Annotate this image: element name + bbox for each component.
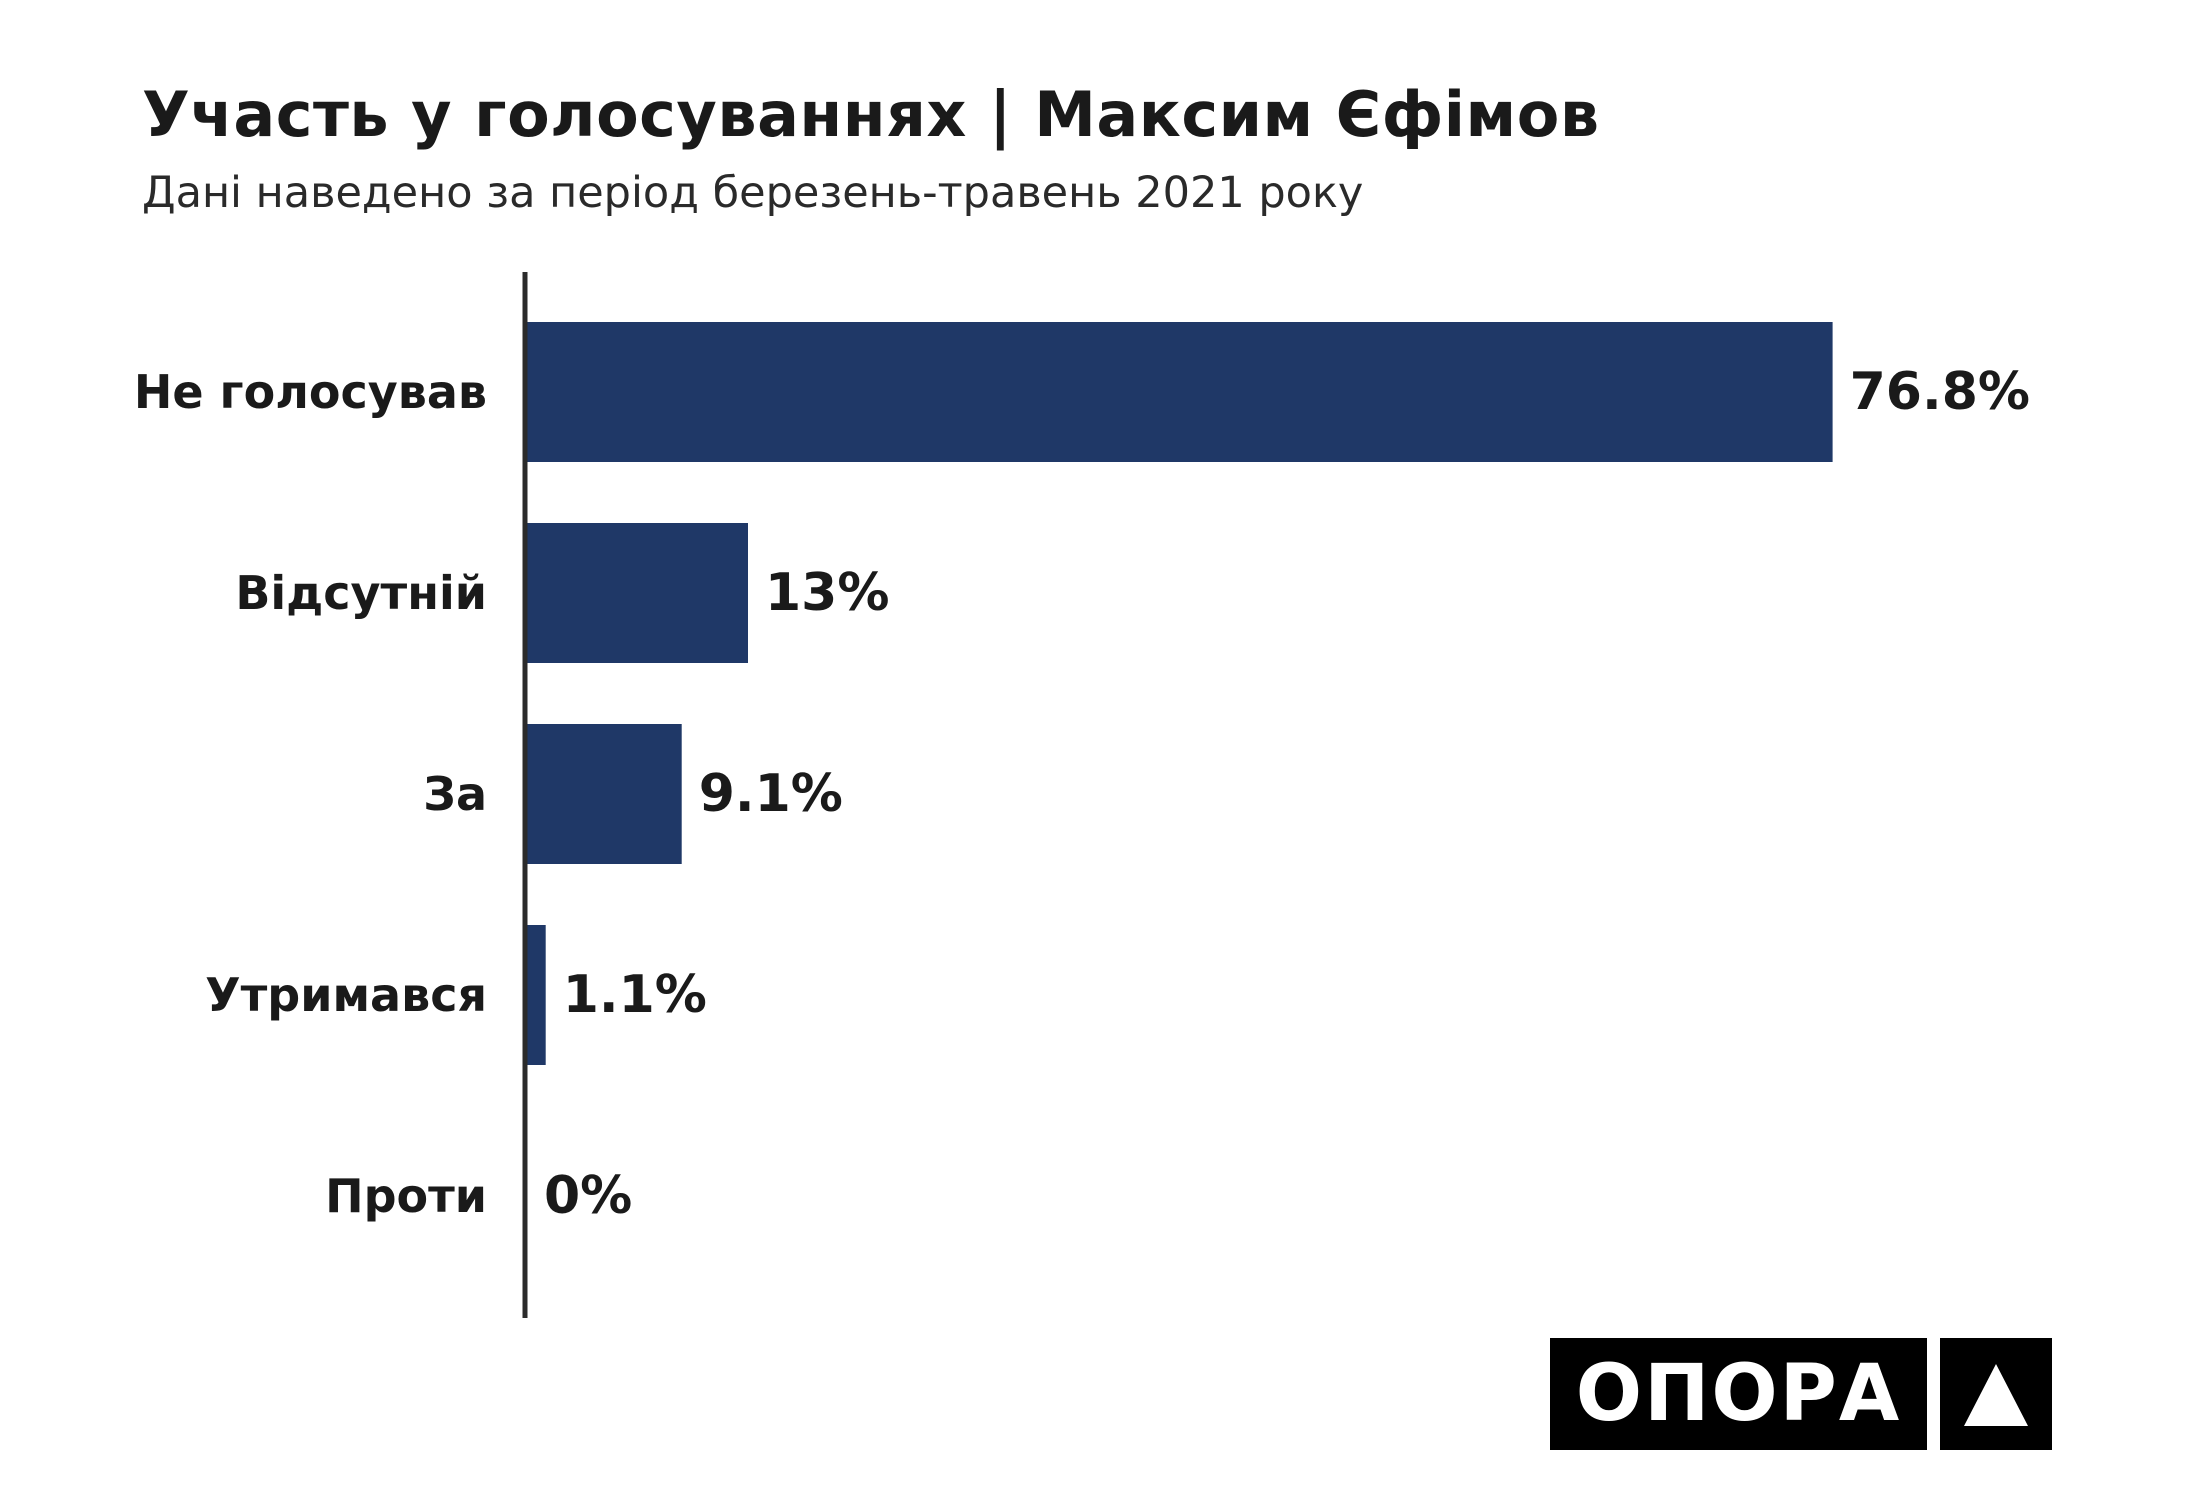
opora-logo-text: ОПОРА: [1575, 1349, 1902, 1439]
value-label-2: 13%: [765, 563, 889, 623]
bar-3: [527, 724, 682, 864]
value-label-3: 9.1%: [699, 764, 843, 824]
category-label-5: Проти: [325, 1169, 487, 1223]
category-label-1: Не голосував: [134, 365, 487, 419]
chart-subtitle: Дані наведено за період березень-травень…: [142, 168, 1364, 218]
value-label-4: 1.1%: [563, 965, 707, 1025]
value-labels: 76.8% 13% 9.1% 1.1% 0%: [544, 362, 2030, 1226]
category-label-2: Відсутній: [235, 566, 487, 620]
bar-1: [527, 322, 1833, 462]
triangle-icon: [1940, 1338, 2052, 1450]
bars-layer: [527, 322, 1833, 1065]
category-labels: Не голосував Відсутній За Утримався Проти: [134, 365, 487, 1223]
chart-title: Участь у голосуваннях | Максим Єфімов: [142, 78, 1600, 151]
opora-logo: ОПОРА: [1550, 1338, 1927, 1450]
bar-2: [527, 523, 748, 663]
category-label-4: Утримався: [205, 968, 487, 1022]
value-label-1: 76.8%: [1850, 362, 2030, 422]
triangle-icon-shape: [1964, 1364, 2028, 1426]
bar-4: [527, 925, 546, 1065]
value-label-5: 0%: [544, 1166, 632, 1226]
category-label-3: За: [423, 767, 487, 821]
